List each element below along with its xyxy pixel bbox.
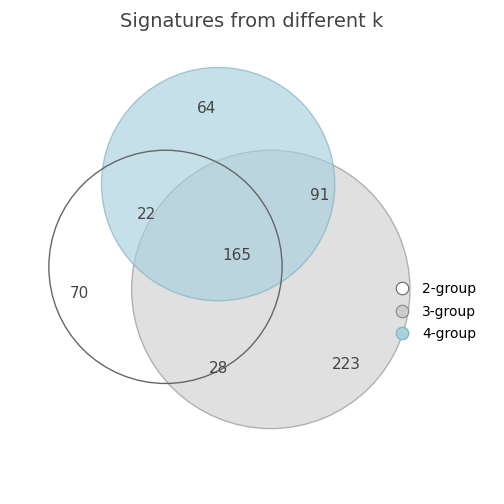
Title: Signatures from different k: Signatures from different k xyxy=(120,12,384,31)
Text: 70: 70 xyxy=(70,286,89,301)
Circle shape xyxy=(132,150,410,428)
Circle shape xyxy=(101,68,335,301)
Legend: 2-group, 3-group, 4-group: 2-group, 3-group, 4-group xyxy=(382,277,482,347)
Text: 28: 28 xyxy=(209,361,228,376)
Text: 165: 165 xyxy=(222,248,251,263)
Text: 64: 64 xyxy=(197,101,217,116)
Text: 91: 91 xyxy=(310,188,330,203)
Text: 223: 223 xyxy=(332,357,360,372)
Text: 22: 22 xyxy=(137,207,156,222)
